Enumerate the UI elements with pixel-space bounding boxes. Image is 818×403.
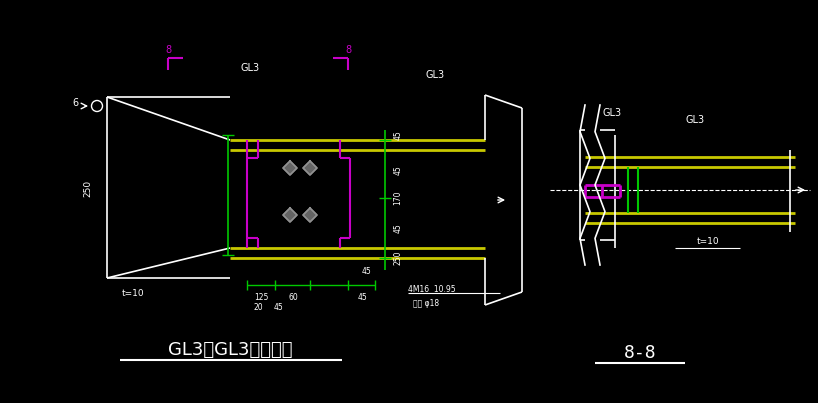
Text: t=10: t=10 [122, 289, 144, 297]
Text: 45: 45 [357, 293, 367, 301]
Text: GL3与GL3连接大样: GL3与GL3连接大样 [168, 341, 292, 359]
Text: 8: 8 [345, 45, 351, 55]
Text: 125: 125 [254, 293, 268, 301]
Text: 250: 250 [393, 251, 402, 265]
Polygon shape [283, 208, 297, 222]
Text: 170: 170 [393, 191, 402, 205]
Polygon shape [303, 208, 317, 222]
Text: 45: 45 [393, 130, 402, 140]
Text: 45: 45 [393, 165, 402, 175]
Text: GL3: GL3 [602, 108, 622, 118]
Text: 4M16  10.95: 4M16 10.95 [408, 285, 456, 295]
Text: 20: 20 [254, 303, 263, 312]
Text: 45: 45 [273, 303, 283, 312]
Text: 45: 45 [393, 223, 402, 233]
Text: 60: 60 [288, 293, 298, 301]
Text: 孔距 φ18: 孔距 φ18 [413, 299, 439, 307]
Text: 8-8: 8-8 [623, 344, 656, 362]
Text: GL3: GL3 [685, 115, 704, 125]
Text: 8: 8 [165, 45, 171, 55]
Text: GL3: GL3 [240, 63, 259, 73]
Text: 45: 45 [362, 268, 372, 276]
Polygon shape [303, 161, 317, 175]
Text: GL3: GL3 [425, 70, 444, 80]
Text: 6: 6 [72, 98, 78, 108]
Text: 250: 250 [83, 179, 92, 197]
Polygon shape [283, 161, 297, 175]
Text: t=10: t=10 [697, 237, 719, 247]
